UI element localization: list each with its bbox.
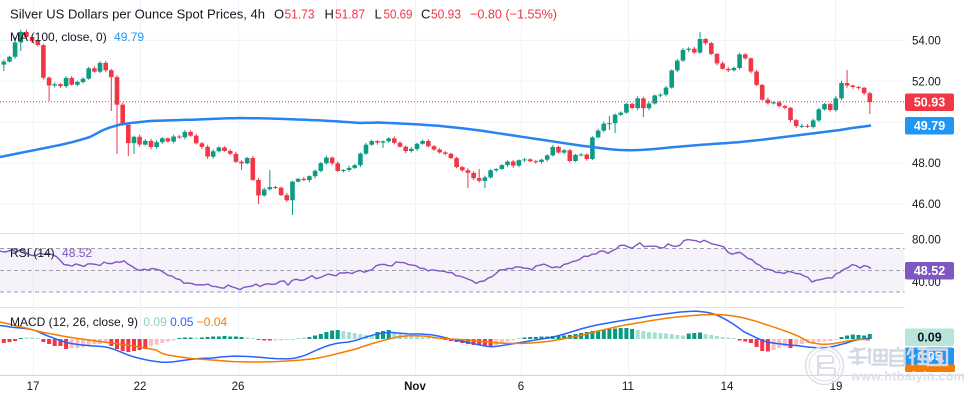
svg-text:54.00: 54.00 [912,35,941,47]
svg-text:51.73: 51.73 [285,7,315,22]
svg-text:80.00: 80.00 [912,235,941,247]
svg-text:52.00: 52.00 [912,76,941,88]
svg-text:22: 22 [134,381,147,393]
svg-text:RSI (14) 48.52: RSI (14) 48.52 [10,246,92,260]
svg-text:Silver US Dollars per Ounce Sp: Silver US Dollars per Ounce Spot Prices,… [10,7,265,22]
svg-text:50.93: 50.93 [431,7,461,22]
svg-text:www.htbaiyin.com: www.htbaiyin.com [850,370,964,384]
svg-text:40.00: 40.00 [912,277,941,289]
svg-text:O: O [274,7,284,22]
svg-text:11: 11 [622,381,634,393]
svg-text:50.93: 50.93 [914,96,945,110]
svg-text:MACD (12, 26, close, 9) 0.09 0: MACD (12, 26, close, 9) 0.09 0.05 −0.04 [10,315,227,329]
svg-text:−0.80 (−1.55%): −0.80 (−1.55%) [470,7,557,22]
svg-text:6: 6 [518,381,524,393]
svg-text:H: H [325,7,334,22]
svg-text:48.52: 48.52 [914,264,945,278]
svg-text:19: 19 [830,381,843,393]
svg-text:C: C [421,7,430,22]
svg-text:51.87: 51.87 [335,7,365,22]
svg-text:17: 17 [27,381,40,393]
svg-text:50.69: 50.69 [384,7,413,22]
svg-text:L: L [375,7,382,22]
svg-text:48.00: 48.00 [912,158,941,170]
svg-text:26: 26 [232,381,245,393]
svg-text:Nov: Nov [404,381,426,393]
svg-text:MA (100, close, 0) 49.79: MA (100, close, 0) 49.79 [10,30,144,44]
svg-text:46.00: 46.00 [912,199,941,211]
svg-text:14: 14 [721,381,734,393]
svg-text:49.79: 49.79 [914,119,945,133]
svg-text:0.09: 0.09 [917,331,941,345]
